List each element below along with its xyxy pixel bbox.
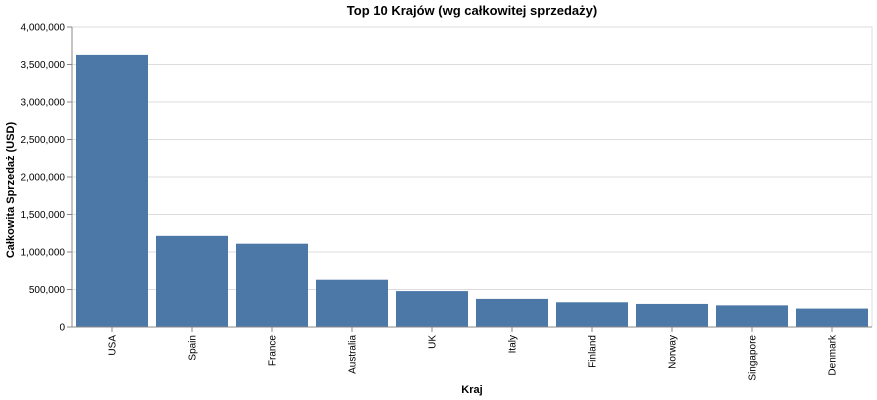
bars [76, 54, 868, 327]
x-tick-label: Singapore [748, 335, 759, 381]
x-tick-label: USA [108, 335, 119, 356]
x-tick-label: Norway [668, 335, 679, 369]
y-axis-title: Całkowita Sprzedaż (USD) [5, 122, 17, 259]
y-tick-label: 0 [59, 323, 65, 334]
y-tick-label: 1,500,000 [21, 210, 66, 221]
chart-title: Top 10 Krajów (wg całkowitej sprzedaży) [347, 3, 597, 18]
y-tick-label: 500,000 [29, 285, 66, 296]
x-tick-label: UK [428, 335, 439, 349]
y-tick-label: 3,500,000 [21, 60, 66, 71]
y-tick-label: 1,000,000 [21, 248, 66, 259]
y-tick-label: 3,000,000 [21, 98, 66, 109]
x-tick-label: Australia [348, 335, 359, 374]
x-axis-title: Kraj [461, 384, 482, 396]
bar-australia [316, 279, 388, 327]
y-tick-label: 4,000,000 [21, 23, 66, 34]
bar-finland [556, 302, 628, 327]
y-tick-label: 2,000,000 [21, 173, 66, 184]
bar-france [236, 243, 308, 327]
bar-usa [76, 54, 148, 327]
bar-norway [636, 303, 708, 327]
bar-denmark [796, 308, 868, 327]
x-tick-label: Italy [508, 335, 519, 353]
bar-singapore [716, 305, 788, 327]
x-tick-label: Spain [188, 335, 199, 361]
x-tick-label: Denmark [828, 334, 839, 376]
x-axis-ticks: USA Spain France Australia UK Italy Finland Nor… [108, 327, 839, 381]
bar-spain [156, 235, 228, 327]
y-axis-ticks: 0 500,000 1,000,000 1,500,000 2,000,000 2,500… [21, 23, 72, 334]
bar-italy [476, 298, 548, 327]
x-tick-label: Finland [588, 335, 599, 368]
x-tick-label: France [268, 335, 279, 367]
y-tick-label: 2,500,000 [21, 135, 66, 146]
bar-uk [396, 291, 468, 327]
